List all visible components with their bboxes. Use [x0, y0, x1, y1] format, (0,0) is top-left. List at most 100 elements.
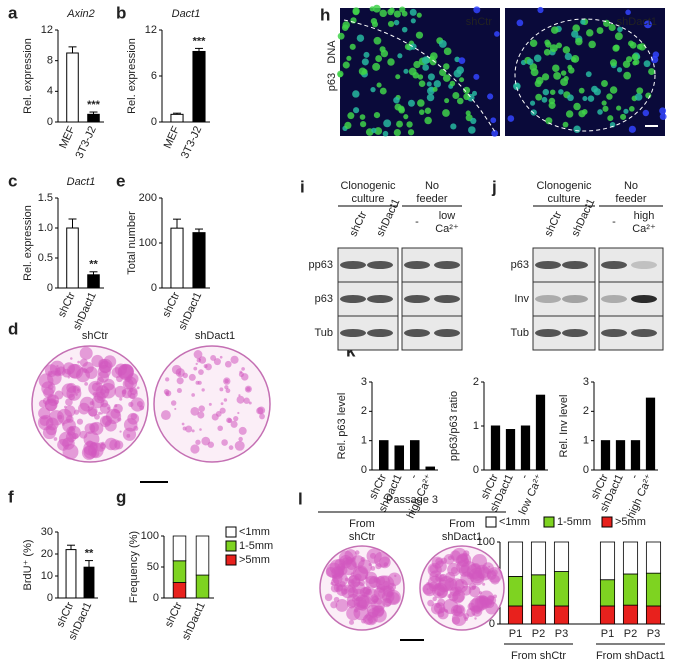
colony — [48, 410, 65, 426]
colony — [127, 375, 133, 380]
colony — [165, 377, 170, 382]
y-axis-label: Rel. expression — [22, 205, 34, 281]
nucleus — [513, 82, 521, 91]
nucleus — [628, 125, 636, 133]
colony — [219, 355, 223, 359]
nucleus — [410, 43, 417, 50]
colony — [119, 430, 122, 433]
bar — [192, 232, 206, 289]
colony — [450, 604, 463, 617]
y-axis-label: Rel. Inv level — [558, 395, 570, 458]
y-axis-label: Total number — [126, 211, 138, 275]
nucleus — [410, 18, 416, 24]
nucleus — [588, 40, 596, 49]
x-tick-label: low Ca²⁺ — [517, 472, 546, 516]
colony — [220, 402, 224, 406]
nucleus — [433, 80, 441, 88]
nucleus — [383, 119, 392, 128]
blot-band — [631, 295, 657, 303]
y-tick-label: 2 — [473, 376, 479, 388]
y-tick-label: 1.5 — [38, 192, 53, 204]
nucleus — [346, 55, 352, 61]
colony — [394, 574, 397, 578]
x-tick-label: P2 — [532, 628, 545, 640]
blot-band — [434, 295, 460, 303]
colony — [228, 445, 234, 450]
x-tick-label: shCtr — [163, 600, 185, 629]
nucleus — [575, 37, 583, 46]
nucleus — [573, 102, 581, 111]
significance: ** — [85, 548, 94, 560]
nucleus — [573, 125, 581, 133]
y-tick-label: 0 — [153, 592, 159, 604]
nucleus — [614, 32, 623, 41]
bar — [378, 440, 389, 471]
image-label: shDact1 — [617, 16, 657, 28]
colony — [237, 411, 240, 415]
colony — [447, 562, 461, 577]
colony — [191, 429, 195, 433]
blot-band — [535, 329, 561, 337]
nucleus — [587, 95, 595, 102]
colony — [92, 391, 98, 398]
nucleus — [370, 86, 376, 93]
bar — [630, 440, 641, 471]
nucleus — [490, 117, 497, 124]
image-label: shCtr — [349, 531, 376, 543]
bar-segment — [599, 605, 616, 625]
nucleus — [535, 93, 543, 101]
colony — [89, 401, 94, 406]
bar-segment — [172, 535, 187, 562]
colony — [182, 372, 188, 379]
nucleus — [632, 60, 638, 66]
colony — [79, 346, 93, 360]
panel-letter: b — [116, 3, 126, 22]
y-axis-label: pp63/p63 ratio — [448, 391, 460, 461]
colony — [44, 364, 58, 378]
nucleus — [625, 9, 631, 16]
bar-segment — [645, 605, 662, 625]
y-tick-label: 20 — [41, 548, 53, 560]
blot-band — [631, 261, 657, 269]
nucleus — [642, 109, 650, 117]
nucleus — [376, 82, 382, 88]
nucleus — [371, 21, 379, 28]
blot-band — [601, 261, 627, 269]
blot-band — [601, 329, 627, 337]
colony — [100, 412, 103, 415]
bar-segment — [507, 605, 524, 625]
nucleus — [550, 26, 559, 34]
nucleus — [609, 59, 618, 67]
colony — [330, 581, 334, 586]
bar — [192, 50, 206, 123]
colony — [122, 427, 137, 441]
colony — [324, 593, 333, 602]
colony — [422, 583, 437, 597]
bar-segment — [553, 605, 570, 625]
bar-segment — [622, 541, 639, 575]
bar — [645, 397, 656, 471]
nucleus — [648, 68, 655, 76]
blot-header: No — [425, 180, 439, 192]
nucleus — [507, 115, 515, 122]
bar-segment — [507, 576, 524, 607]
nucleus — [379, 9, 387, 18]
nucleus — [450, 123, 457, 130]
legend-label: <1mm — [499, 516, 530, 528]
panel-letter: h — [320, 5, 330, 24]
colony — [211, 413, 219, 421]
significance: *** — [87, 99, 101, 111]
nucleus — [397, 105, 405, 113]
colony — [195, 362, 198, 366]
colony — [351, 577, 361, 587]
bar-segment — [195, 535, 210, 576]
nucleus — [634, 93, 643, 101]
nucleus — [349, 43, 356, 50]
row-label: pp63 — [309, 259, 333, 271]
colony — [427, 599, 434, 607]
legend-swatch — [225, 540, 237, 552]
nucleus — [468, 126, 476, 134]
nucleus — [396, 120, 403, 128]
colony — [42, 397, 51, 405]
lane-label: Ca²⁺ — [435, 223, 459, 235]
